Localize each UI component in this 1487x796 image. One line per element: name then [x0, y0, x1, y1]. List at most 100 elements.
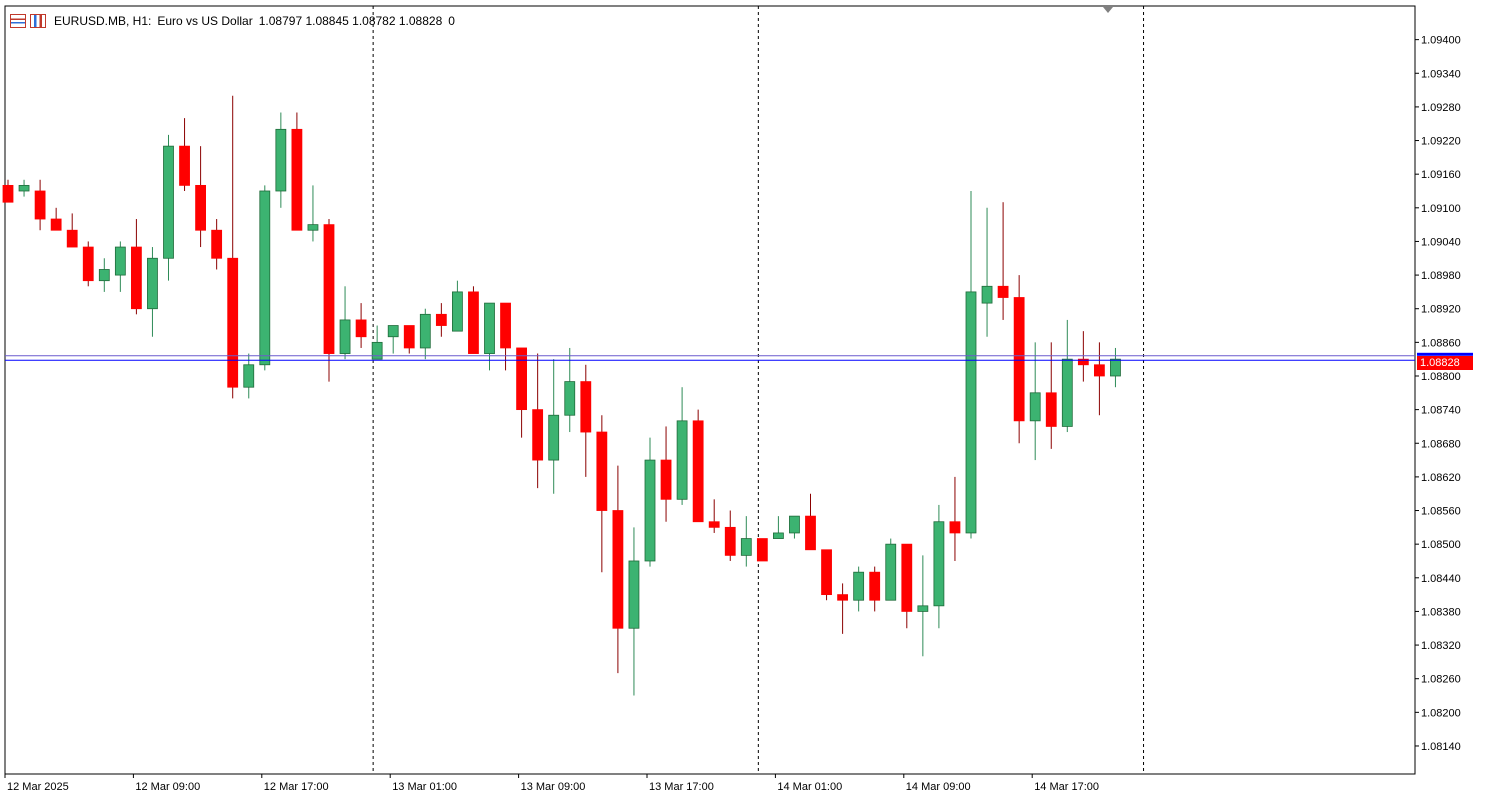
candle-bull: [917, 605, 929, 612]
candle-bear: [291, 128, 303, 231]
candle-bear: [50, 218, 62, 231]
candle-bear: [1077, 358, 1089, 366]
y-tick-label: 1.08440: [1421, 573, 1461, 585]
volume-value: 0: [448, 14, 455, 28]
y-tick-label: 1.08500: [1421, 539, 1461, 551]
symbol-label: EURUSD.MB, H1:: [54, 14, 152, 28]
y-tick-label: 1.09100: [1421, 203, 1461, 215]
candle-bull: [147, 257, 158, 310]
candle-bear: [837, 594, 848, 601]
y-tick-label: 1.09040: [1421, 236, 1461, 248]
candle-bull: [965, 291, 977, 534]
candle-bull: [740, 538, 752, 556]
candle-bull: [419, 313, 431, 349]
candle-bear: [403, 325, 415, 349]
candle-bull: [933, 521, 945, 607]
candle-bear: [756, 538, 768, 562]
candle-bear: [1094, 364, 1105, 377]
candle-bear: [2, 184, 14, 203]
y-tick-label: 1.09340: [1421, 68, 1461, 80]
candle-bear: [355, 319, 367, 338]
chart-header: EURUSD.MB, H1: Euro vs US Dollar 1.08797…: [10, 12, 455, 30]
candle-bull: [676, 420, 688, 500]
chart-type-icon[interactable]: [30, 14, 46, 28]
y-tick-label: 1.08200: [1421, 707, 1461, 719]
x-tick-label: 14 Mar 17:00: [1034, 781, 1099, 793]
candle-bear: [869, 571, 881, 601]
candle-bull: [98, 269, 110, 282]
candle-bear: [179, 145, 190, 186]
y-tick-label: 1.08860: [1421, 337, 1461, 349]
candle-bull: [163, 145, 174, 259]
candle-bull: [339, 319, 351, 354]
candle-bull: [789, 515, 800, 534]
candle-bear: [724, 526, 736, 556]
candle-bull: [1029, 392, 1041, 422]
candle-bull: [1061, 358, 1073, 427]
candle-bear: [805, 515, 816, 551]
x-tick-label: 12 Mar 17:00: [264, 781, 329, 793]
y-tick-label: 1.08680: [1421, 438, 1461, 450]
candle-bear: [195, 184, 207, 231]
x-tick-label: 12 Mar 09:00: [135, 781, 200, 793]
candle-bear: [949, 521, 961, 534]
candle-bear: [596, 431, 608, 511]
candle-bear: [1013, 297, 1025, 422]
candle-bear: [1045, 392, 1057, 427]
candle-bull: [564, 381, 576, 416]
y-tick-label: 1.08740: [1421, 405, 1461, 417]
candle-bear: [323, 224, 335, 354]
candle-bear: [34, 190, 46, 220]
symbol-description: Euro vs US Dollar: [157, 14, 253, 28]
candle-bear: [997, 285, 1009, 298]
y-tick-label: 1.08980: [1421, 270, 1461, 282]
candle-bull: [1110, 358, 1121, 377]
candle-bull: [981, 285, 993, 304]
candle-bull: [628, 560, 640, 629]
y-tick-label: 1.08260: [1421, 674, 1461, 686]
candle-bear: [901, 543, 913, 612]
candle-bear: [130, 246, 142, 310]
symbol-list-icon[interactable]: [10, 14, 26, 28]
x-tick-label: 14 Mar 09:00: [906, 781, 971, 793]
x-tick-label: 13 Mar 17:00: [649, 781, 714, 793]
candle-bear: [532, 409, 544, 461]
x-tick-label: 12 Mar 2025: [7, 781, 69, 793]
y-tick-label: 1.09280: [1421, 102, 1461, 114]
y-tick-label: 1.08800: [1421, 371, 1461, 383]
candle-bear: [211, 229, 223, 259]
plot-frame: [4, 5, 1416, 775]
candle-bull: [644, 459, 656, 562]
candle-bull: [243, 364, 255, 388]
y-tick-label: 1.09400: [1421, 35, 1461, 47]
candle-bull: [371, 341, 383, 360]
candle-bear: [66, 229, 78, 248]
candle-bull: [773, 532, 784, 539]
ohlc-values: 1.08797 1.08845 1.08782 1.08828: [258, 14, 443, 28]
candle-bull: [114, 246, 126, 276]
candle-bear: [580, 381, 592, 433]
candle-bear: [227, 257, 239, 388]
y-tick-label: 1.09160: [1421, 169, 1461, 181]
y-tick-label: 1.08140: [1421, 741, 1461, 753]
y-tick-label: 1.08920: [1421, 304, 1461, 316]
candle-bear: [692, 420, 704, 523]
x-tick-label: 14 Mar 01:00: [777, 781, 842, 793]
candle-bear: [612, 510, 624, 629]
candle-bear: [82, 246, 94, 282]
chart-shift-marker: [1103, 7, 1113, 13]
candle-bear: [500, 302, 511, 349]
candle-bear: [660, 459, 672, 500]
candle-bear: [821, 549, 832, 596]
candle-bull: [275, 128, 287, 192]
candle-bull: [885, 543, 897, 601]
candle-bull: [853, 571, 865, 601]
current-price-tag: 1.08828: [1417, 356, 1473, 371]
candle-bull: [307, 224, 319, 231]
y-tick-label: 1.08320: [1421, 640, 1461, 652]
x-tick-label: 13 Mar 01:00: [392, 781, 457, 793]
candle-bear: [435, 313, 447, 326]
candle-bull: [387, 325, 399, 338]
